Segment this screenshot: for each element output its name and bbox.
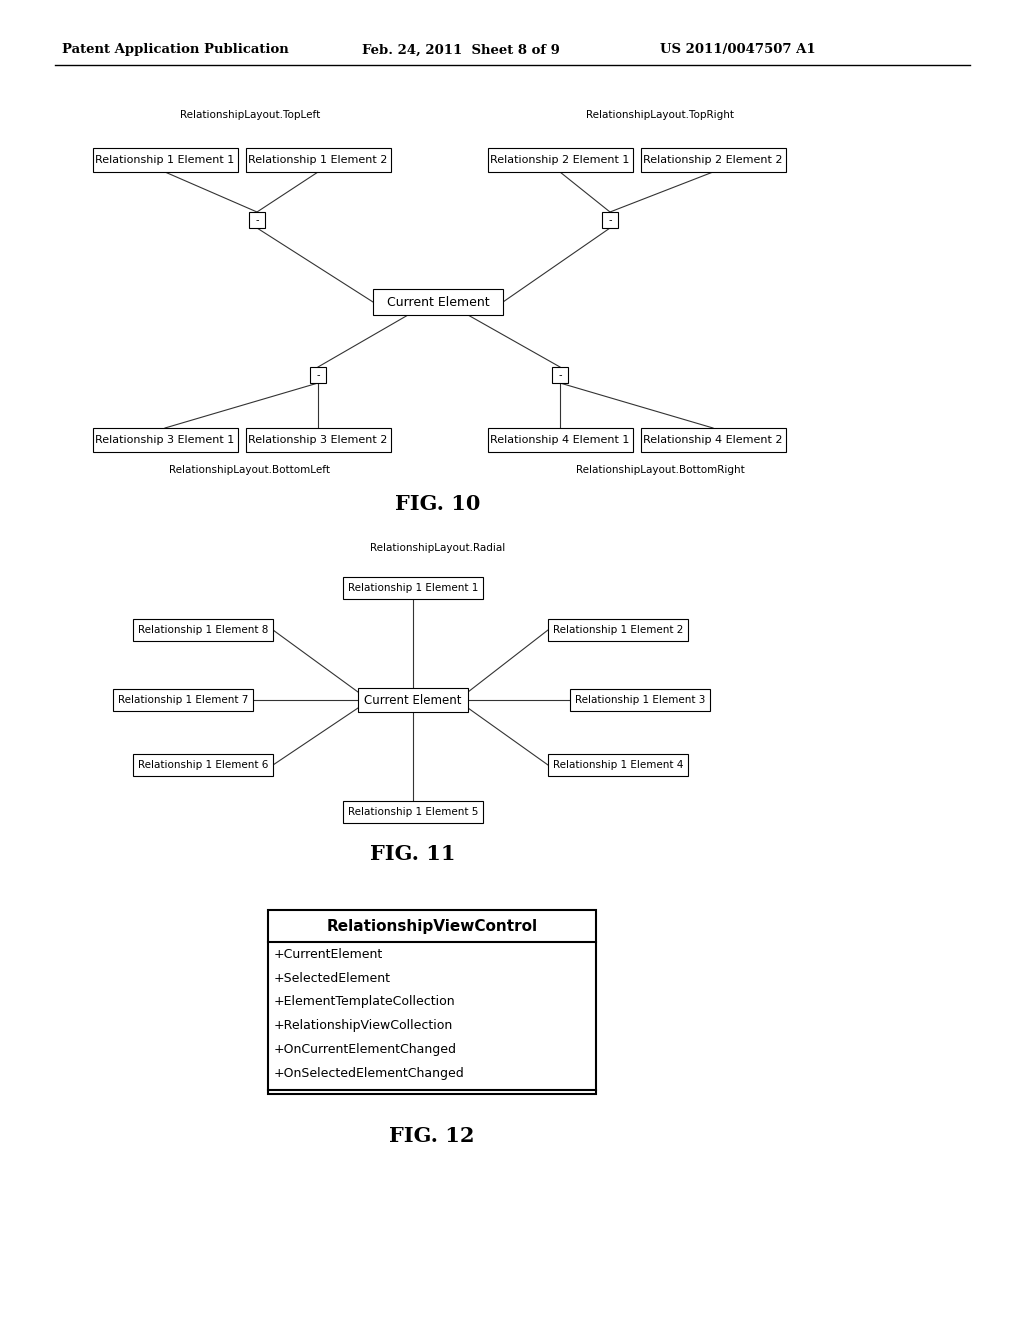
Text: Relationship 2 Element 1: Relationship 2 Element 1 (490, 154, 630, 165)
Text: Current Element: Current Element (387, 296, 489, 309)
FancyBboxPatch shape (249, 213, 265, 228)
Text: RelationshipLayout.TopRight: RelationshipLayout.TopRight (586, 110, 734, 120)
FancyBboxPatch shape (246, 148, 390, 172)
Text: RelationshipLayout.BottomLeft: RelationshipLayout.BottomLeft (170, 465, 331, 475)
Text: -: - (316, 370, 319, 380)
Text: Relationship 1 Element 1: Relationship 1 Element 1 (348, 583, 478, 593)
FancyBboxPatch shape (373, 289, 503, 315)
Text: Relationship 1 Element 1: Relationship 1 Element 1 (95, 154, 234, 165)
Text: Relationship 1 Element 2: Relationship 1 Element 2 (553, 624, 683, 635)
FancyBboxPatch shape (548, 754, 688, 776)
Text: -: - (608, 215, 611, 224)
FancyBboxPatch shape (246, 428, 390, 451)
FancyBboxPatch shape (92, 148, 238, 172)
Text: Relationship 1 Element 3: Relationship 1 Element 3 (574, 696, 706, 705)
Text: Relationship 3 Element 2: Relationship 3 Element 2 (248, 436, 388, 445)
FancyBboxPatch shape (343, 577, 483, 599)
FancyBboxPatch shape (133, 619, 273, 642)
FancyBboxPatch shape (92, 428, 238, 451)
Text: FIG. 11: FIG. 11 (371, 843, 456, 865)
Text: +RelationshipViewCollection: +RelationshipViewCollection (274, 1019, 454, 1032)
FancyBboxPatch shape (552, 367, 568, 383)
Text: Relationship 1 Element 4: Relationship 1 Element 4 (553, 760, 683, 770)
Text: FIG. 12: FIG. 12 (389, 1126, 475, 1146)
FancyBboxPatch shape (570, 689, 710, 711)
FancyBboxPatch shape (487, 148, 633, 172)
Text: +OnSelectedElementChanged: +OnSelectedElementChanged (274, 1068, 465, 1081)
Text: Relationship 2 Element 2: Relationship 2 Element 2 (643, 154, 782, 165)
FancyBboxPatch shape (640, 148, 785, 172)
Text: -: - (558, 370, 562, 380)
Text: US 2011/0047507 A1: US 2011/0047507 A1 (660, 44, 816, 57)
Text: Relationship 1 Element 5: Relationship 1 Element 5 (348, 807, 478, 817)
FancyBboxPatch shape (358, 688, 468, 711)
Text: RelationshipLayout.BottomRight: RelationshipLayout.BottomRight (575, 465, 744, 475)
Text: Relationship 1 Element 2: Relationship 1 Element 2 (248, 154, 388, 165)
Text: Relationship 1 Element 8: Relationship 1 Element 8 (138, 624, 268, 635)
FancyBboxPatch shape (487, 428, 633, 451)
Text: +OnCurrentElementChanged: +OnCurrentElementChanged (274, 1044, 457, 1056)
Text: +CurrentElement: +CurrentElement (274, 948, 383, 961)
Text: Relationship 3 Element 1: Relationship 3 Element 1 (95, 436, 234, 445)
FancyBboxPatch shape (343, 801, 483, 822)
Text: Relationship 4 Element 1: Relationship 4 Element 1 (490, 436, 630, 445)
FancyBboxPatch shape (640, 428, 785, 451)
Text: Feb. 24, 2011  Sheet 8 of 9: Feb. 24, 2011 Sheet 8 of 9 (362, 44, 560, 57)
Text: Relationship 1 Element 6: Relationship 1 Element 6 (138, 760, 268, 770)
FancyBboxPatch shape (602, 213, 618, 228)
FancyBboxPatch shape (548, 619, 688, 642)
Text: RelationshipViewControl: RelationshipViewControl (327, 919, 538, 933)
Text: Patent Application Publication: Patent Application Publication (62, 44, 289, 57)
Text: RelationshipLayout.TopLeft: RelationshipLayout.TopLeft (180, 110, 321, 120)
FancyBboxPatch shape (133, 754, 273, 776)
FancyBboxPatch shape (268, 909, 596, 1094)
Text: -: - (255, 215, 259, 224)
Text: +ElementTemplateCollection: +ElementTemplateCollection (274, 995, 456, 1008)
Text: +SelectedElement: +SelectedElement (274, 972, 391, 985)
FancyBboxPatch shape (113, 689, 253, 711)
Text: Relationship 1 Element 7: Relationship 1 Element 7 (118, 696, 248, 705)
Text: FIG. 10: FIG. 10 (395, 494, 480, 513)
FancyBboxPatch shape (310, 367, 326, 383)
Text: RelationshipLayout.Radial: RelationshipLayout.Radial (371, 543, 506, 553)
Text: Relationship 4 Element 2: Relationship 4 Element 2 (643, 436, 782, 445)
Text: Current Element: Current Element (365, 693, 462, 706)
